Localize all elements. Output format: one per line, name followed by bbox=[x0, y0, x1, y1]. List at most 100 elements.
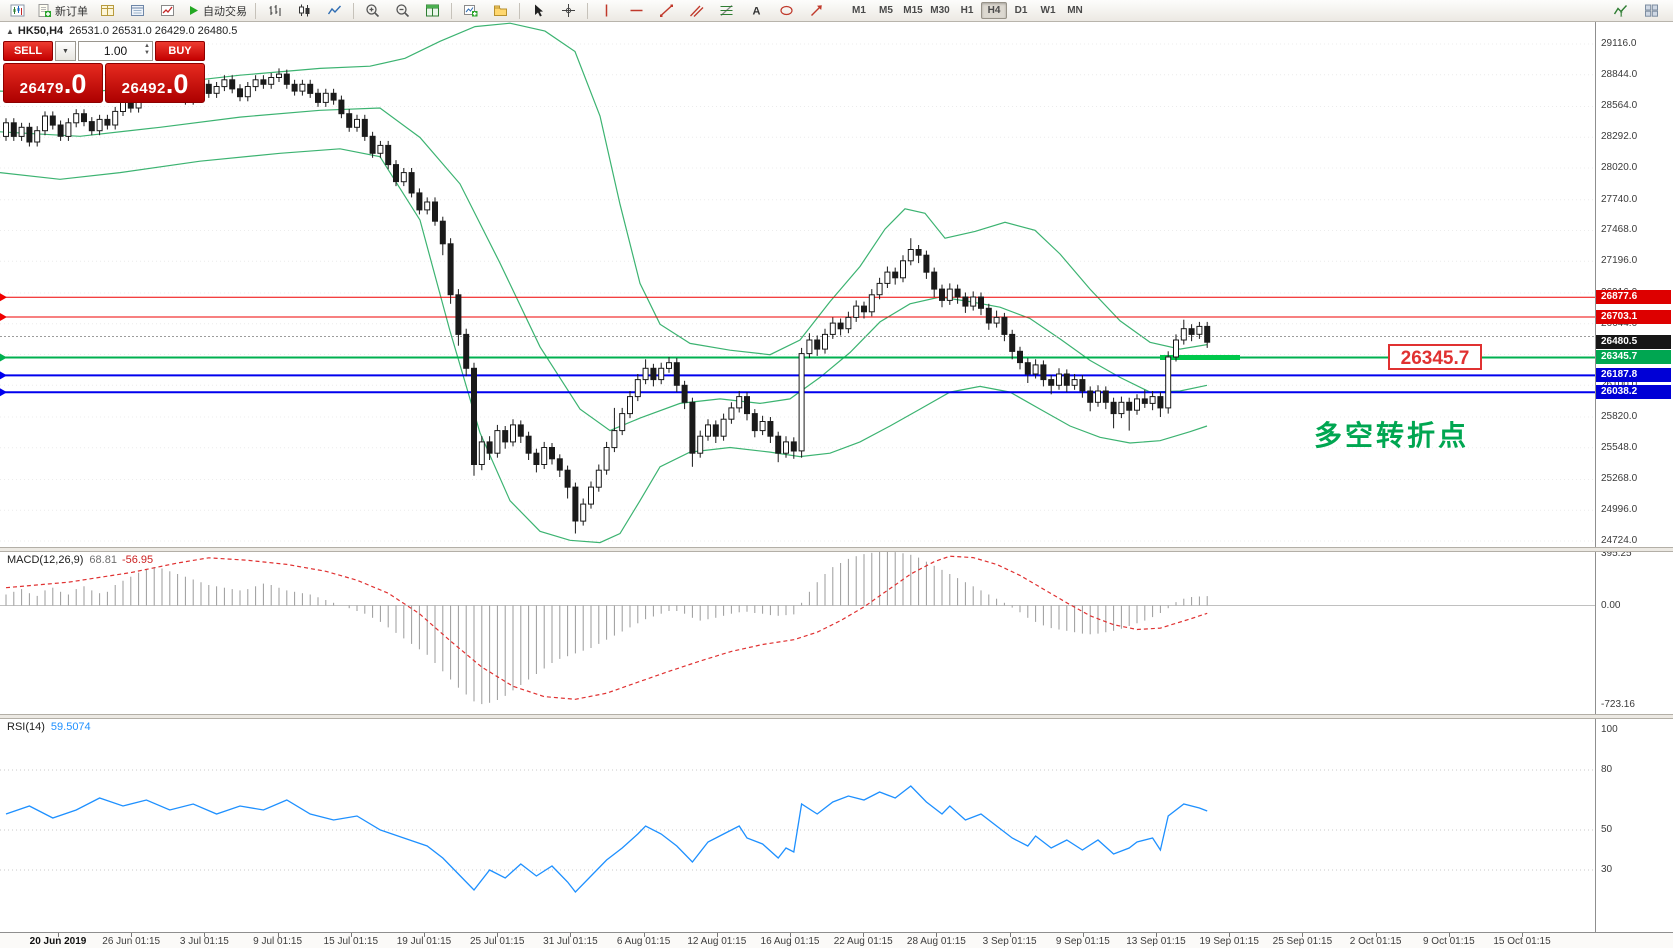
buy-button[interactable]: BUY bbox=[155, 41, 205, 61]
chart-header: ▲ HK50,H4 26531.0 26531.0 26429.0 26480.5 bbox=[6, 25, 237, 37]
svg-text:A: A bbox=[753, 6, 761, 18]
time-tick bbox=[716, 933, 718, 937]
ohlc-values: 26531.0 26531.0 26429.0 26480.5 bbox=[69, 25, 238, 37]
auto-trading-button[interactable]: 自动交易 bbox=[183, 1, 251, 20]
time-axis-label: 15 Oct 01:15 bbox=[1493, 936, 1551, 947]
time-tick bbox=[570, 933, 572, 937]
tile-windows-icon[interactable] bbox=[418, 0, 447, 21]
new-order-button[interactable]: 新订单 bbox=[33, 1, 92, 20]
horizontal-line-tool-icon[interactable] bbox=[622, 0, 651, 21]
price-axis-label: 28844.0 bbox=[1601, 68, 1638, 80]
time-axis[interactable]: 20 Jun 2019 26 Jun 01:15 3 Jul 01:15 9 Jul … bbox=[0, 932, 1673, 948]
price-axis-label: 27740.0 bbox=[1601, 193, 1638, 205]
time-axis-label: 22 Aug 01:15 bbox=[833, 936, 893, 947]
volume-input[interactable]: 1.00 ▲ ▼ bbox=[78, 41, 153, 61]
macd-value: 68.81 bbox=[89, 554, 117, 566]
navigator-icon[interactable] bbox=[153, 0, 182, 21]
channel-tool-icon[interactable] bbox=[682, 0, 711, 21]
timeframe-h1[interactable]: H1 bbox=[954, 2, 980, 19]
timeframe-mn[interactable]: MN bbox=[1062, 2, 1088, 19]
macd-axis-label: 395.25 bbox=[1601, 548, 1632, 559]
price-level-callout[interactable]: 26345.7 bbox=[1388, 344, 1482, 370]
fibonacci-tool-icon[interactable] bbox=[712, 0, 741, 21]
price-badge: 26703.1 bbox=[1596, 310, 1671, 325]
timeframe-m30[interactable]: M30 bbox=[927, 2, 953, 19]
macd-signal-value: -56.95 bbox=[121, 554, 154, 566]
volume-stepper[interactable]: ▲ ▼ bbox=[144, 43, 150, 57]
time-tick bbox=[1009, 933, 1011, 937]
zoom-out-icon[interactable] bbox=[388, 0, 417, 21]
rsi-axis-label: 100 bbox=[1601, 724, 1618, 735]
arrow-tool-icon[interactable] bbox=[802, 0, 831, 21]
buy-price-button[interactable]: 26492.0 bbox=[105, 63, 205, 103]
data-window-icon[interactable] bbox=[123, 0, 152, 21]
crosshair-icon[interactable] bbox=[554, 0, 583, 21]
market-watch-icon[interactable] bbox=[93, 0, 122, 21]
stepper-up-icon[interactable]: ▲ bbox=[144, 43, 150, 49]
bar-chart-type-icon[interactable] bbox=[260, 0, 289, 21]
time-tick bbox=[1156, 933, 1157, 937]
toolbar: 新订单 自动交易 bbox=[0, 0, 1673, 22]
time-axis-label: 2 Oct 01:15 bbox=[1349, 936, 1402, 947]
rsi-panel-canvas[interactable] bbox=[0, 719, 1595, 932]
time-tick bbox=[936, 933, 938, 937]
panel-divider-rsi[interactable] bbox=[0, 714, 1673, 719]
buy-price-frac: .0 bbox=[165, 69, 189, 99]
shapes-tool-icon[interactable] bbox=[772, 0, 801, 21]
time-tick bbox=[497, 933, 499, 937]
turning-point-text[interactable]: 多空转折点 bbox=[1314, 420, 1470, 451]
time-axis-label: 26 Jun 01:15 bbox=[102, 936, 161, 947]
price-axis-label: 29116.0 bbox=[1601, 38, 1637, 49]
sell-button[interactable]: SELL bbox=[3, 41, 53, 61]
time-tick bbox=[1522, 933, 1523, 937]
timeframe-m15[interactable]: M15 bbox=[900, 2, 926, 19]
order-type-dropdown[interactable]: ▼ bbox=[55, 41, 76, 61]
new-chart-icon[interactable] bbox=[456, 0, 485, 21]
profiles-icon[interactable] bbox=[486, 0, 515, 21]
text-tool-icon[interactable]: A bbox=[742, 0, 771, 21]
price-axis-label: 24724.0 bbox=[1601, 535, 1638, 546]
toolbar-separator bbox=[353, 2, 354, 19]
cursor-icon[interactable] bbox=[524, 0, 553, 21]
vertical-line-tool-icon[interactable] bbox=[592, 0, 621, 21]
time-axis-label: 9 Sep 01:15 bbox=[1055, 936, 1110, 947]
collapse-arrow-icon[interactable]: ▲ bbox=[6, 27, 14, 36]
time-axis-label: 25 Jul 01:15 bbox=[469, 936, 525, 947]
timeframe-m5[interactable]: M5 bbox=[873, 2, 899, 19]
symbol-label: HK50,H4 bbox=[17, 25, 64, 37]
price-axis-label: 26100.0 bbox=[1601, 379, 1637, 391]
stepper-down-icon[interactable]: ▼ bbox=[144, 50, 150, 56]
indicators-icon[interactable]: f bbox=[1606, 0, 1635, 21]
rsi-label: RSI(14) bbox=[7, 721, 45, 733]
chart-window-icon[interactable] bbox=[3, 0, 32, 21]
toolbar-separator bbox=[451, 2, 452, 19]
timeframe-h4[interactable]: H4 bbox=[981, 2, 1007, 19]
new-order-label: 新订单 bbox=[55, 5, 88, 18]
timeframe-m1[interactable]: M1 bbox=[846, 2, 872, 19]
window-menu-icon[interactable] bbox=[1637, 0, 1666, 21]
time-tick bbox=[863, 933, 865, 937]
timeframe-w1[interactable]: W1 bbox=[1035, 2, 1061, 19]
trendline-tool-icon[interactable] bbox=[652, 0, 681, 21]
price-badge: 26345.7 bbox=[1596, 350, 1671, 365]
buy-price: 26492 bbox=[121, 80, 166, 97]
timeframe-group: M1 M5 M15 M30 H1 H4 D1 W1 MN bbox=[846, 2, 1088, 19]
timeframe-d1[interactable]: D1 bbox=[1008, 2, 1034, 19]
line-chart-type-icon[interactable] bbox=[320, 0, 349, 21]
time-axis-label: 13 Sep 01:15 bbox=[1126, 936, 1186, 947]
macd-axis-label: 0.00 bbox=[1601, 599, 1621, 611]
volume-value: 1.00 bbox=[103, 44, 128, 58]
candlestick-chart-type-icon[interactable] bbox=[290, 0, 319, 21]
sell-price-button[interactable]: 26479.0 bbox=[3, 63, 103, 103]
time-axis-label: 12 Aug 01:15 bbox=[687, 936, 747, 947]
rsi-axis-label: 80 bbox=[1601, 764, 1613, 775]
panel-divider-macd[interactable] bbox=[0, 547, 1673, 552]
zoom-in-icon[interactable] bbox=[358, 0, 387, 21]
macd-panel-canvas[interactable] bbox=[0, 552, 1595, 714]
price-axis-label: 27468.0 bbox=[1601, 224, 1638, 236]
price-axis-label: 28564.0 bbox=[1601, 100, 1638, 112]
time-axis-label: 19 Jul 01:15 bbox=[396, 936, 452, 947]
sell-price: 26479 bbox=[19, 80, 64, 97]
main-chart-canvas[interactable] bbox=[0, 22, 1595, 547]
